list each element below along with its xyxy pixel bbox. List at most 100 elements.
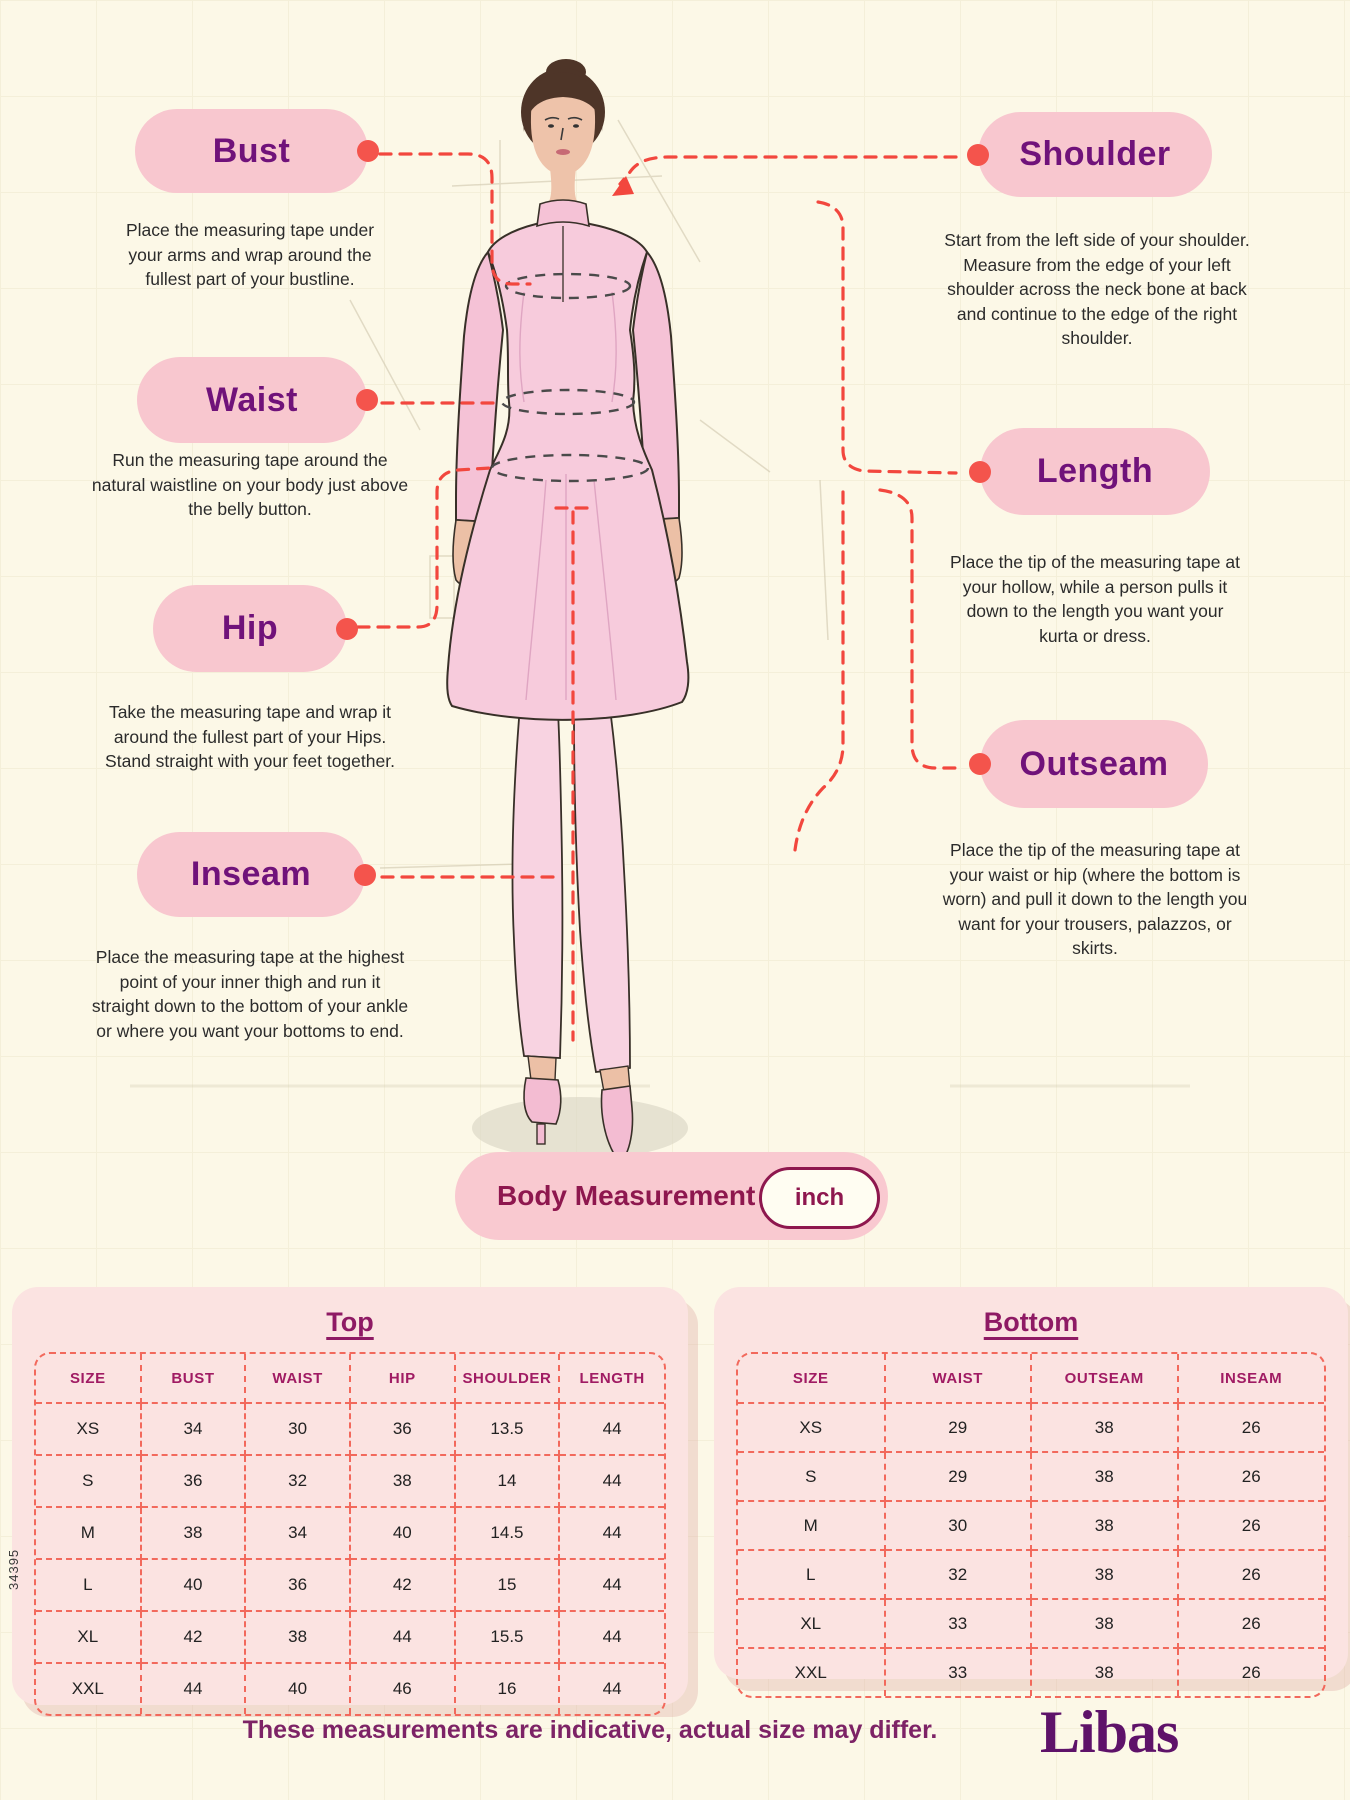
- table-cell: XS: [738, 1403, 886, 1453]
- hip-description: Take the measuring tape and wrap it arou…: [105, 702, 395, 771]
- table-cell: 38: [245, 1611, 351, 1664]
- table-cell: 44: [559, 1455, 664, 1508]
- bust-description: Place the measuring tape under your arms…: [125, 220, 375, 289]
- table-cell: 38: [140, 1507, 247, 1560]
- table-cell: L: [738, 1550, 886, 1600]
- table-cell: XS: [36, 1403, 142, 1456]
- connector-lines: [356, 152, 958, 1042]
- table-cell: 14: [454, 1455, 561, 1508]
- hip-connector-dot: [336, 617, 358, 640]
- shoulder-label-pill: Shoulder: [967, 112, 1212, 197]
- table-cell: 46: [349, 1663, 456, 1714]
- table-cell: 15.5: [454, 1611, 561, 1664]
- bust-label: Bust: [212, 131, 291, 170]
- length-description: Place the tip of the measuring tape at y…: [950, 552, 1240, 646]
- header-row: SIZE WAIST OUTSEAM INSEAM: [738, 1354, 1324, 1404]
- table-cell: 44: [349, 1611, 456, 1664]
- table-cell: 26: [1177, 1452, 1324, 1502]
- table-cell: 34: [140, 1403, 247, 1456]
- unit-toggle[interactable]: inch: [759, 1167, 880, 1229]
- table-row: XS 29 38 26: [738, 1403, 1324, 1453]
- table-cell: 16: [454, 1663, 561, 1714]
- model-figure: [446, 59, 690, 1164]
- length-label-pill: Length: [969, 428, 1210, 515]
- table-cell: 15: [454, 1559, 561, 1612]
- column-header: OUTSEAM: [1031, 1354, 1179, 1404]
- column-header: INSEAM: [1177, 1354, 1324, 1404]
- column-header: SIZE: [36, 1354, 142, 1404]
- table-cell: 44: [140, 1663, 247, 1714]
- table-cell: 36: [245, 1559, 351, 1612]
- hip-label: Hip: [221, 609, 279, 647]
- side-code: 34395: [6, 1548, 21, 1590]
- table-cell: 32: [245, 1455, 351, 1508]
- table-cell: S: [36, 1455, 142, 1508]
- column-header: BUST: [140, 1354, 247, 1404]
- table-cell: XXL: [36, 1663, 142, 1714]
- bottom-size-card: Bottom SIZE WAIST OUTSEAM INSEAM XS 29 38 26 S 29…: [714, 1287, 1348, 1698]
- waist-connector-dot: [356, 389, 378, 411]
- table-cell: 33: [884, 1599, 1032, 1649]
- table-cell: L: [36, 1559, 142, 1612]
- table-cell: 26: [1177, 1501, 1324, 1551]
- table-cell: XL: [36, 1611, 142, 1664]
- waist-label-pill: Waist: [137, 357, 378, 443]
- bottom-table-title: Bottom: [983, 1307, 1079, 1337]
- table-row: M 30 38 26: [738, 1501, 1324, 1551]
- table-cell: 13.5: [454, 1403, 561, 1456]
- table-cell: 33: [884, 1648, 1032, 1696]
- column-header: HIP: [349, 1354, 456, 1404]
- table-cell: 26: [1177, 1403, 1324, 1453]
- table-cell: 26: [1177, 1599, 1324, 1649]
- table-row: XXL 44 40 46 16 44: [36, 1663, 664, 1714]
- outseam-label-pill: Outseam: [969, 720, 1208, 808]
- waist-label: Waist: [206, 380, 298, 419]
- bottom-size-table: SIZE WAIST OUTSEAM INSEAM XS 29 38 26 S 29 38 26 M 30…: [736, 1352, 1326, 1698]
- table-cell: 29: [884, 1403, 1032, 1453]
- outseam-connector-dot: [969, 753, 991, 775]
- table-cell: 38: [1031, 1599, 1179, 1649]
- length-connector-dot: [969, 460, 991, 483]
- shoulder-connector-dot: [967, 143, 989, 166]
- table-row: L 32 38 26: [738, 1550, 1324, 1600]
- table-cell: 26: [1241, 1662, 1261, 1682]
- table-cell: 36: [349, 1403, 456, 1456]
- table-cell: XL: [738, 1599, 886, 1649]
- header-row: SIZE BUST WAIST HIP SHOULDER LENGTH: [36, 1354, 664, 1404]
- table-cell: 44: [559, 1403, 664, 1456]
- column-header: SHOULDER: [454, 1354, 561, 1404]
- table-cell: 30: [245, 1403, 351, 1456]
- table-cell: 32: [884, 1550, 1032, 1600]
- table-cell: 44: [602, 1679, 622, 1698]
- body-measurement-badge: Body Measurement inch: [455, 1152, 888, 1240]
- inseam-connector-dot: [354, 863, 376, 886]
- table-row: XL 42 38 44 15.5 44: [36, 1611, 664, 1664]
- inseam-description: Place the measuring tape at the highest …: [91, 947, 409, 1041]
- shoulder-arrowhead: [612, 176, 634, 196]
- table-cell: 38: [1031, 1452, 1179, 1502]
- sketch-lines: [130, 119, 1190, 1088]
- table-row: L 40 36 42 15 44: [36, 1559, 664, 1612]
- shoulder-description: Start from the left side of your shoulde…: [944, 230, 1250, 348]
- top-size-card: Top SIZE BUST WAIST HIP SHOULDER LENGTH XS 34 30…: [12, 1287, 688, 1716]
- inseam-label-pill: Inseam: [137, 832, 376, 917]
- table-cell: M: [738, 1501, 886, 1551]
- table-row: S 36 32 38 14 44: [36, 1455, 664, 1508]
- bust-connector-dot: [357, 140, 379, 162]
- column-header: WAIST: [245, 1354, 351, 1404]
- table-row: M 38 34 40 14.5 44: [36, 1507, 664, 1560]
- disclaimer-note: These measurements are indicative, actua…: [242, 1716, 938, 1744]
- table-cell: 42: [140, 1611, 247, 1664]
- badge-label: Body Measurement: [497, 1180, 756, 1211]
- table-row: XL 33 38 26: [738, 1599, 1324, 1649]
- measurement-ellipses: [490, 272, 650, 483]
- table-cell: S: [738, 1452, 886, 1502]
- table-cell: 38: [349, 1455, 456, 1508]
- table-cell: 40: [245, 1663, 351, 1714]
- table-cell: 26: [1177, 1550, 1324, 1600]
- table-cell: 44: [559, 1611, 664, 1664]
- hip-label-pill: Hip: [153, 585, 358, 672]
- table-row: XS 34 30 36 13.5 44: [36, 1403, 664, 1456]
